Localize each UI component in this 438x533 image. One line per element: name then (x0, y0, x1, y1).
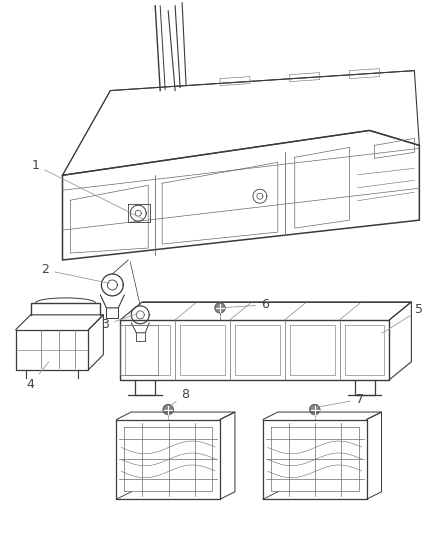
Text: 8: 8 (170, 388, 189, 406)
Text: 7: 7 (318, 393, 364, 407)
Text: 5: 5 (382, 303, 424, 333)
Polygon shape (215, 303, 225, 313)
Text: 3: 3 (102, 314, 138, 332)
Polygon shape (163, 405, 173, 415)
Text: 1: 1 (32, 159, 143, 219)
Polygon shape (310, 405, 320, 415)
Text: 4: 4 (27, 362, 49, 391)
Text: 6: 6 (223, 298, 269, 311)
Text: 2: 2 (42, 263, 110, 284)
